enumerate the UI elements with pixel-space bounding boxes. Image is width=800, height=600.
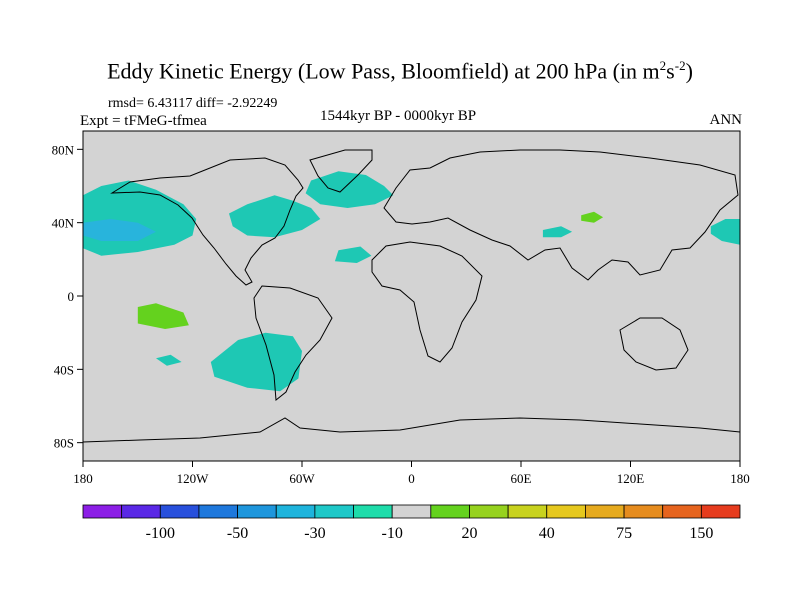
region-tibet-positive [581, 211, 604, 223]
x-tick-label: 180 [730, 471, 750, 486]
stats-label: rmsd= 6.43117 diff= -2.92249 [108, 96, 278, 111]
colorbar-label: -50 [227, 525, 248, 542]
colorbar-swatch [507, 504, 548, 519]
colorbar-swatch [275, 504, 316, 519]
colorbar-swatch [585, 504, 625, 519]
x-tick-label: 60E [511, 471, 532, 486]
coast-africa [371, 241, 483, 363]
y-tick-label: 40S [54, 362, 74, 377]
x-tick-label: 120E [617, 471, 645, 486]
colorbar-label: 150 [689, 525, 713, 542]
colorbar-swatch [82, 504, 123, 519]
colorbar-swatch [314, 504, 354, 519]
map-background [83, 131, 740, 461]
colorbar-swatch [469, 504, 509, 519]
y-tick-label: 80S [54, 436, 74, 451]
y-tick-label: 0 [68, 289, 75, 304]
region-south-pacific-small [156, 354, 182, 366]
colorbar-swatch [662, 504, 702, 519]
coast-antarctica [83, 417, 740, 443]
region-north-pacific-east [710, 219, 740, 245]
experiment-label: Expt = tFMeG-tfmea [80, 113, 207, 129]
colorbar-swatch [430, 504, 470, 519]
colorbar-swatch [159, 504, 200, 519]
x-tick-label: 120W [177, 471, 210, 486]
region-north-atlantic-south [334, 246, 372, 263]
x-tick-label: 180 [73, 471, 93, 486]
colorbar-swatch [237, 504, 277, 519]
region-north-atlantic [305, 171, 394, 208]
x-tick-label: 0 [408, 471, 415, 486]
season-label: ANN [709, 112, 743, 128]
region-tropical-pacific-positive [137, 303, 189, 329]
colorbar-swatch [198, 504, 238, 519]
y-tick-label: 40N [52, 216, 75, 231]
colorbar: -100 -50 -30 -10 20 40 75 150 [82, 504, 741, 542]
coast-australia [619, 317, 689, 371]
region-north-america-atlantic [229, 195, 321, 238]
x-axis: 180 120W 60W 0 60E 120E 180 [73, 461, 750, 486]
coast-south-america [253, 285, 333, 401]
colorbar-swatch [623, 504, 664, 519]
colorbar-swatch [546, 504, 586, 519]
colorbar-swatch [353, 504, 393, 519]
period-label: 1544kyr BP - 0000kyr BP [320, 108, 477, 124]
chart-title: Eddy Kinetic Energy (Low Pass, Bloomfiel… [107, 58, 693, 84]
coastlines [83, 149, 740, 443]
region-south-pacific [210, 332, 302, 392]
y-axis: 80N 40N 0 40S 80S [52, 142, 83, 451]
region-north-pacific-core [83, 219, 156, 241]
colorbar-label: -100 [146, 525, 175, 542]
x-tick-label: 60W [289, 471, 315, 486]
coast-eurasia [383, 149, 739, 281]
colorbar-swatch [700, 504, 741, 519]
coast-greenland [309, 149, 373, 193]
colorbar-label: -30 [304, 525, 325, 542]
colorbar-swatch [121, 504, 161, 519]
colorbar-label: 40 [539, 525, 555, 542]
colorbar-label: 75 [616, 525, 632, 542]
colorbar-label: 20 [462, 525, 478, 542]
colorbar-label: -10 [382, 525, 403, 542]
y-tick-label: 80N [52, 142, 75, 157]
region-central-asia [542, 226, 573, 238]
colorbar-swatch [391, 504, 432, 519]
coast-north-america [110, 157, 304, 286]
